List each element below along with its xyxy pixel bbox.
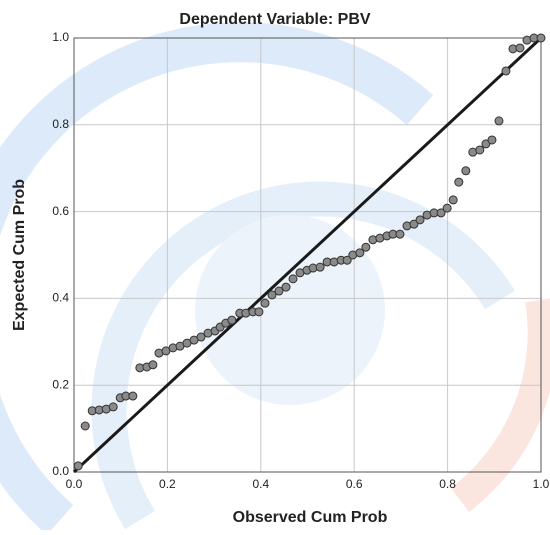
point [282,283,290,291]
point [502,67,510,75]
y-tick-label: 1.0 [52,30,69,44]
x-tick-label: 0.8 [439,477,456,491]
point [462,167,470,175]
y-tick-label: 0.2 [52,377,69,391]
y-tick-label: 0.6 [52,204,69,218]
point [495,117,503,125]
y-tick-label: 0.0 [52,464,69,478]
x-tick-label: 0.6 [346,477,363,491]
point [261,299,269,307]
x-tick-label: 0.4 [252,477,269,491]
point [109,403,117,411]
point [488,136,496,144]
y-tick-label: 0.8 [52,117,69,131]
point [362,243,370,251]
chart: Dependent Variable: PBV Observed Cum Pro… [0,0,550,530]
point [129,392,137,400]
point [255,308,263,316]
y-tick-label: 0.4 [52,291,69,305]
point [516,44,524,52]
point [316,263,324,271]
point [476,146,484,154]
y-axis-label: Expected Cum Prob [11,179,28,331]
point [449,196,457,204]
point [416,216,424,224]
x-tick-label: 0.2 [159,477,176,491]
x-tick-label: 0.0 [66,477,83,491]
x-axis-label: Observed Cum Prob [233,509,388,526]
point [149,361,157,369]
point [537,34,545,42]
point [443,204,451,212]
point [228,316,236,324]
point [74,462,82,470]
point [455,178,463,186]
x-tick-label: 1.0 [533,477,550,491]
point [81,422,89,430]
chart-title: Dependent Variable: PBV [179,11,370,28]
point [396,230,404,238]
point [289,275,297,283]
